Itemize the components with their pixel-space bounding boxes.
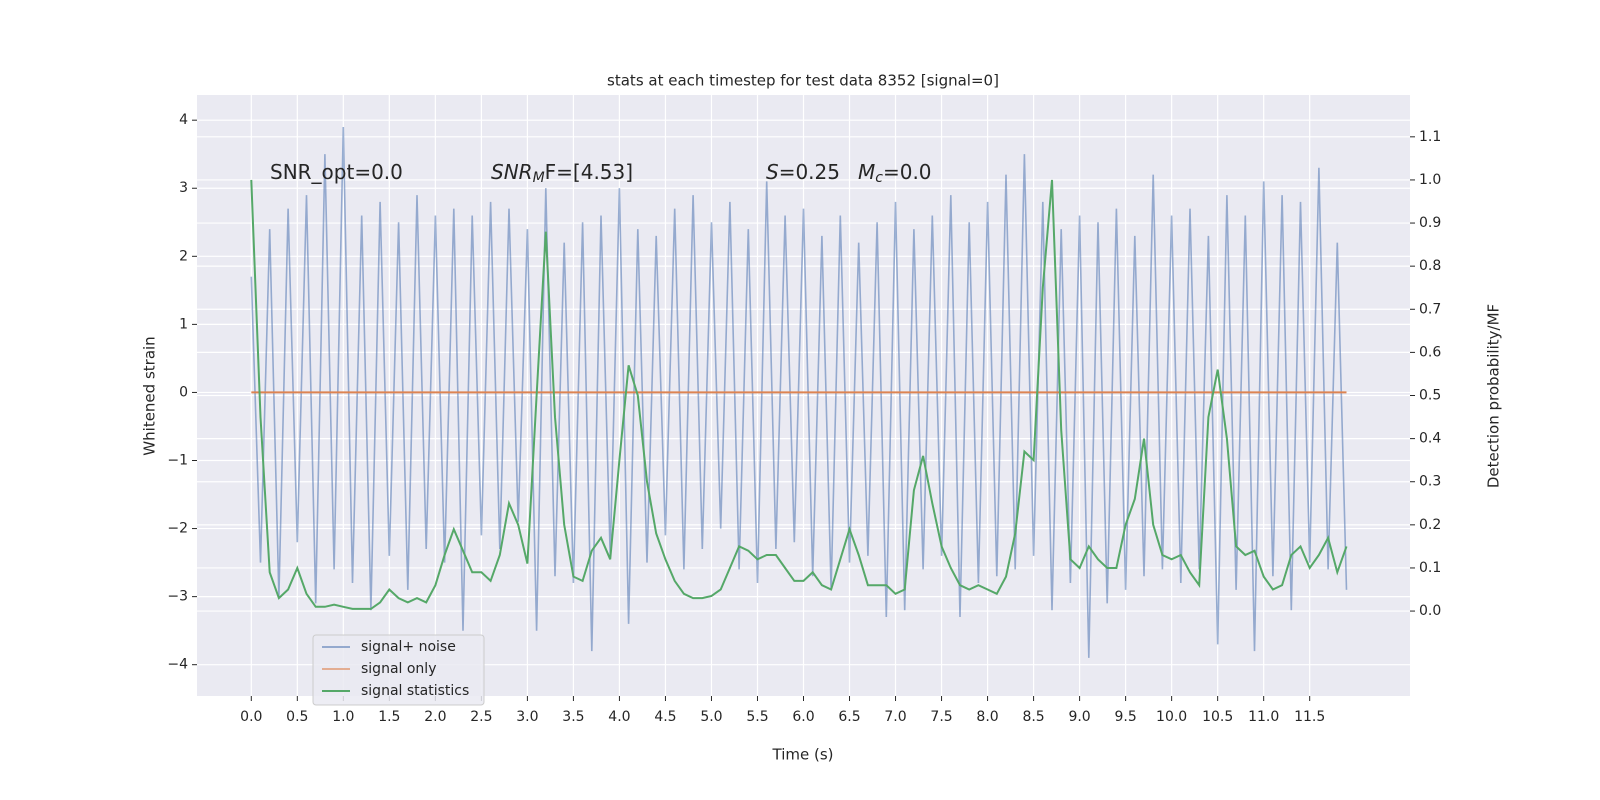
x-tick-label: 6.5: [838, 709, 860, 725]
x-tick-label: 1.0: [332, 709, 354, 725]
annotation-part: S: [766, 160, 779, 184]
y-tick-label: 4: [179, 112, 188, 128]
x-tick-label: 11.5: [1294, 709, 1325, 725]
y-tick-label: −2: [167, 521, 188, 537]
x-tick-label: 3.5: [562, 709, 584, 725]
y2-tick-label: 0.7: [1419, 301, 1441, 317]
annotation: SNRMF=[4.53]: [491, 160, 633, 187]
x-tick-label: 7.0: [884, 709, 906, 725]
annotation-part: F=[4.53]: [545, 160, 633, 184]
annotation-part: =0.0: [883, 160, 932, 184]
annotation-part: M: [858, 160, 875, 184]
y-tick-label: 1: [179, 316, 188, 332]
y-axis-label: Whitened strain: [141, 336, 159, 455]
y2-tick-label: 0.4: [1419, 431, 1441, 447]
x-tick-label: 4.5: [654, 709, 676, 725]
annotation-part: c: [875, 170, 883, 186]
y-tick-label: 0: [179, 384, 188, 400]
annotation: Mc=0.0: [858, 160, 932, 187]
y-tick-label: −3: [167, 589, 188, 605]
x-tick-label: 11.0: [1248, 709, 1279, 725]
x-tick-label: 6.0: [792, 709, 814, 725]
legend-label: signal+ noise: [361, 639, 456, 655]
x-tick-label: 2.0: [424, 709, 446, 725]
y2-tick-label: 0.0: [1419, 603, 1441, 619]
x-tick-label: 8.0: [976, 709, 998, 725]
x-tick-label: 0.0: [240, 709, 262, 725]
x-tick-label: 5.5: [746, 709, 768, 725]
legend-box: [312, 634, 485, 706]
x-tick-label: 9.0: [1068, 709, 1090, 725]
legend-label: signal only: [361, 661, 436, 677]
annotation-part: SNR_opt=0.0: [270, 160, 403, 184]
y2-tick-label: 0.3: [1419, 474, 1441, 490]
x-tick-label: 3.0: [516, 709, 538, 725]
x-tick-label: 1.5: [378, 709, 400, 725]
y-tick-label: 2: [179, 248, 188, 264]
y2-axis-label: Detection probability/MF: [1485, 304, 1503, 488]
y2-tick-label: 1.0: [1419, 172, 1441, 188]
series-line: [250, 179, 1348, 610]
y-tick-label: −1: [167, 453, 188, 469]
x-tick-label: 9.5: [1114, 709, 1136, 725]
x-tick-label: 0.5: [286, 709, 308, 725]
y2-tick-label: 0.9: [1419, 215, 1441, 231]
annotation-part: =0.25: [779, 160, 840, 184]
x-tick-label: 4.0: [608, 709, 630, 725]
x-tick-label: 2.5: [470, 709, 492, 725]
annotation: S=0.25: [766, 160, 840, 184]
annotation-part: M: [533, 170, 545, 186]
x-tick-label: 5.0: [700, 709, 722, 725]
y2-tick-label: 0.6: [1419, 344, 1441, 360]
x-tick-label: 8.5: [1022, 709, 1044, 725]
x-tick-label: 7.5: [930, 709, 952, 725]
y2-tick-label: 1.1: [1419, 129, 1441, 145]
y2-tick-label: 0.8: [1419, 258, 1441, 274]
y-tick-label: −4: [167, 657, 188, 673]
x-tick-label: 10.5: [1202, 709, 1233, 725]
legend-label: signal statistics: [361, 683, 469, 699]
y2-tick-label: 0.1: [1419, 560, 1441, 576]
annotation-part: SNR: [491, 160, 533, 184]
series-line: [250, 126, 1348, 658]
y-tick-label: 3: [179, 180, 188, 196]
chart-title: stats at each timestep for test data 835…: [607, 72, 999, 90]
x-axis-label: Time (s): [772, 746, 834, 764]
y2-tick-label: 0.5: [1419, 388, 1441, 404]
annotation: SNR_opt=0.0: [270, 160, 403, 184]
x-tick-label: 10.0: [1156, 709, 1187, 725]
y2-tick-label: 0.2: [1419, 517, 1441, 533]
